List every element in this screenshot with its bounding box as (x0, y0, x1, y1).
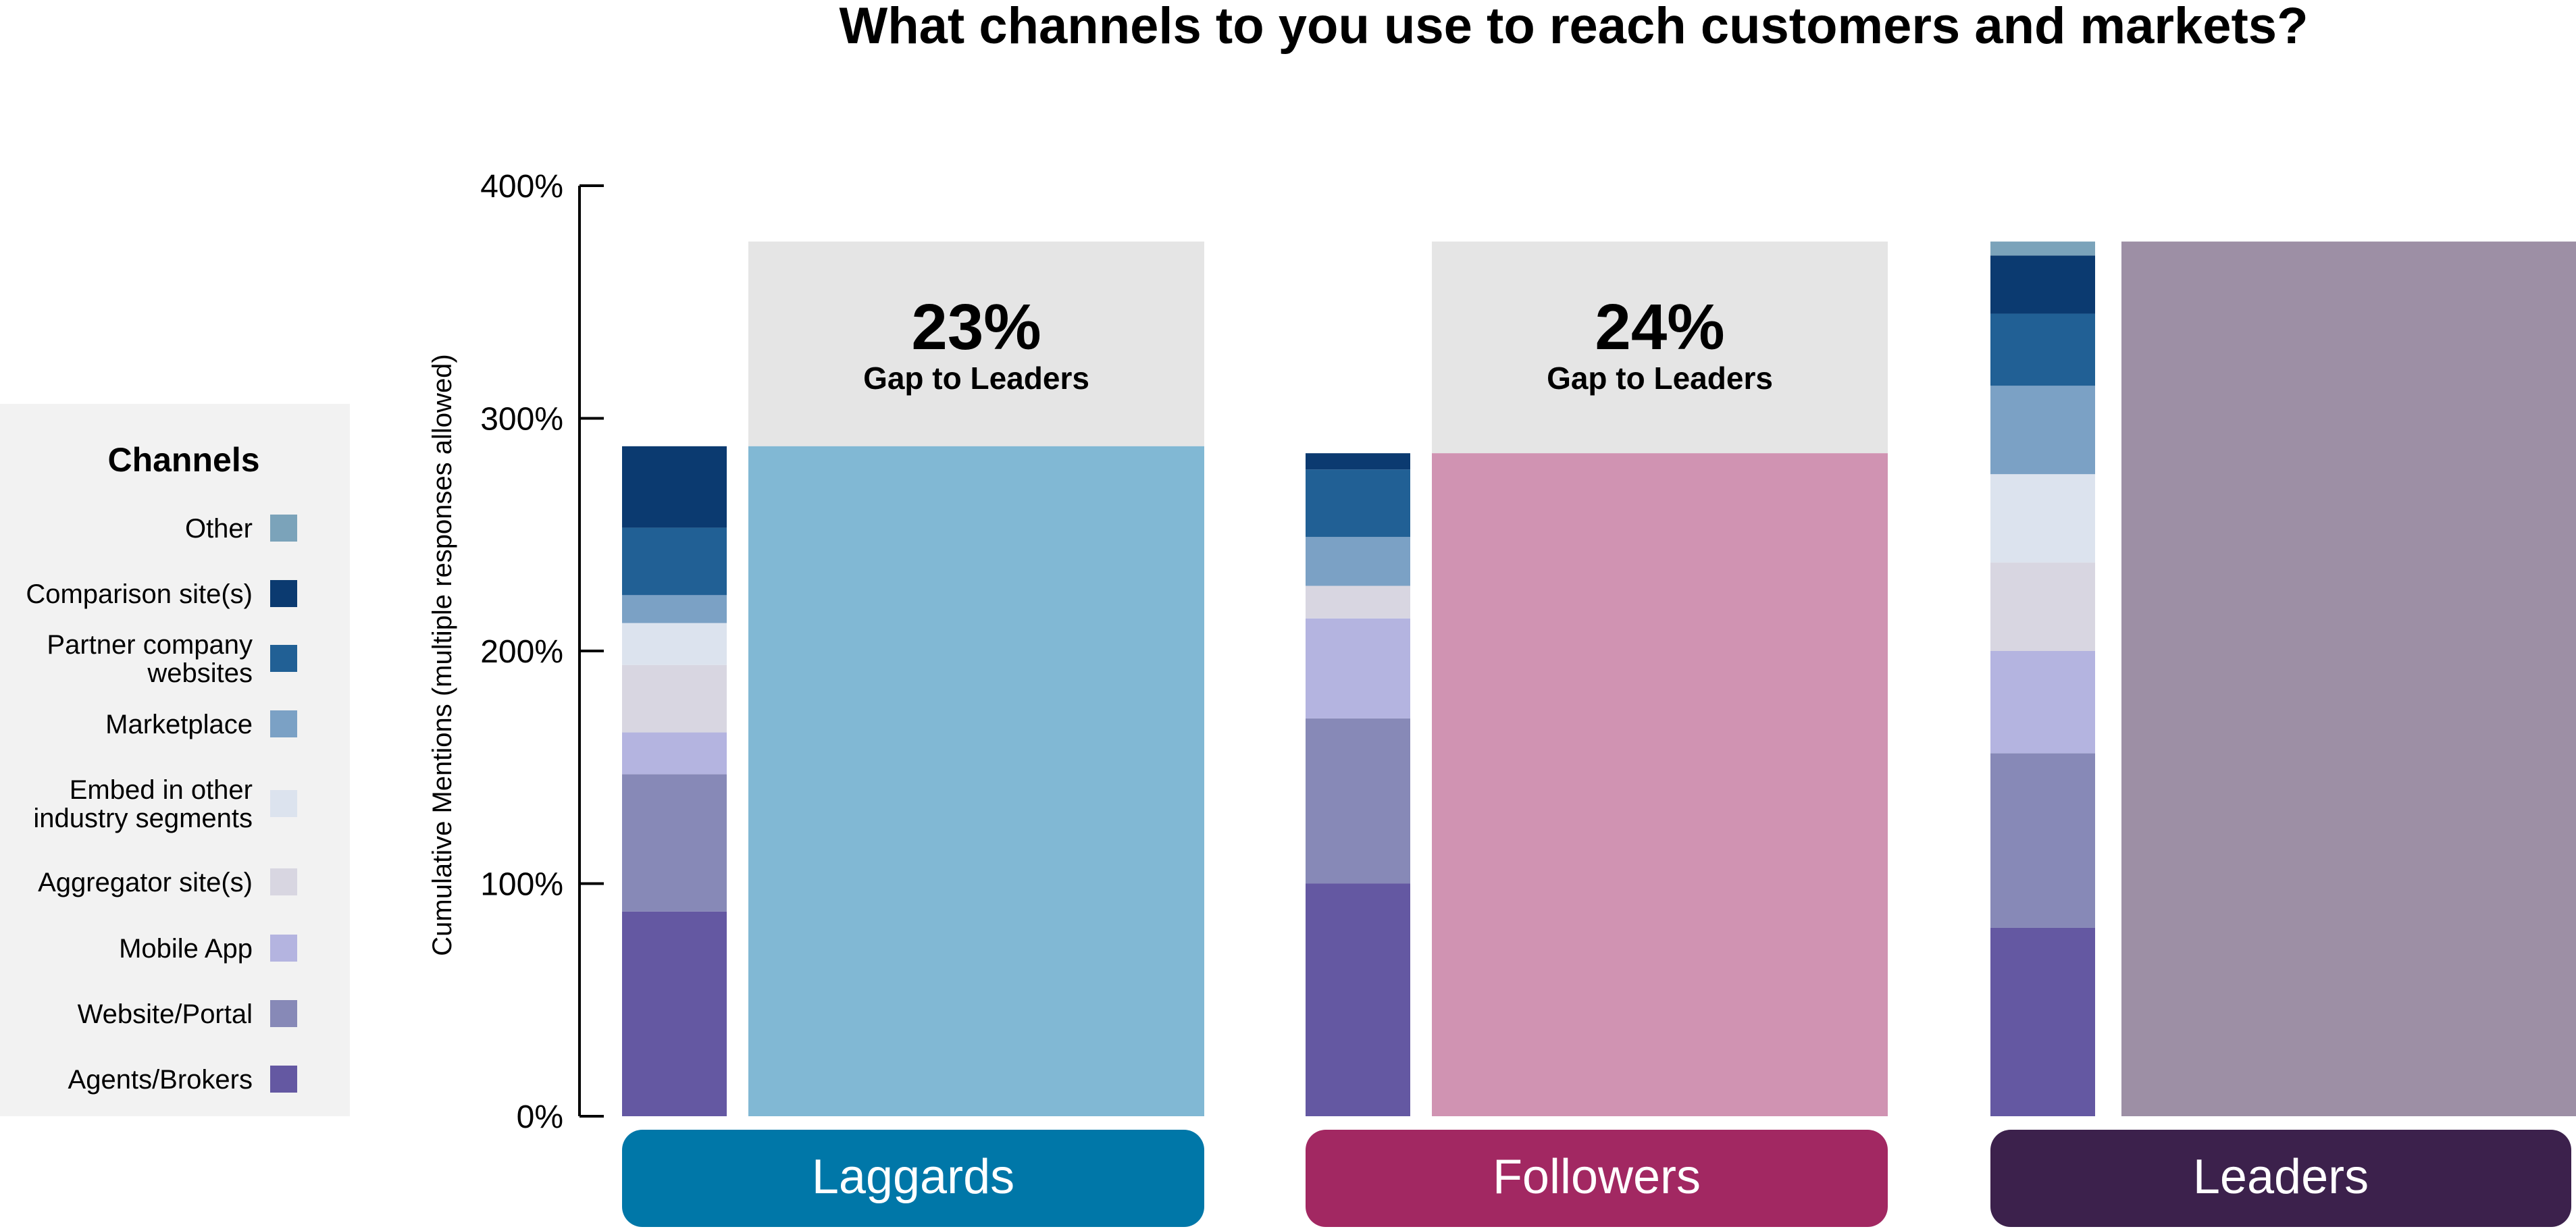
group-label: Leaders (2193, 1150, 2369, 1204)
legend-label: Agents/Brokers (68, 1065, 253, 1095)
stack-segment-website (1306, 718, 1410, 884)
legend-swatch (270, 515, 297, 542)
stack-segment-mobile (622, 732, 727, 775)
legend-label: Website/Portal (78, 999, 253, 1029)
group-label-pill (1990, 1130, 2571, 1227)
legend-item-marketplace: Marketplace (105, 710, 297, 739)
legend-swatch (270, 935, 297, 962)
total-bar (2121, 241, 2576, 1117)
legend-item-agents: Agents/Brokers (68, 1065, 297, 1095)
stack-segment-agents (1306, 883, 1410, 1116)
stack-segment-marketplace (1990, 386, 2095, 475)
legend-swatch (270, 868, 297, 895)
y-axis-label: Cumulative Mentions (multiple responses … (428, 354, 457, 956)
stack-segment-aggregator (1990, 563, 2095, 651)
group-label: Laggards (812, 1150, 1014, 1204)
legend-label: Comparison site(s) (26, 579, 253, 609)
legend-label: Partner company (47, 630, 253, 660)
legend-label: Mobile App (119, 934, 253, 964)
stack-segment-partner (1306, 469, 1410, 538)
y-tick-label: 100% (480, 867, 563, 903)
legend-item-comparison: Comparison site(s) (26, 579, 297, 609)
legend-label: Marketplace (105, 710, 253, 739)
stack-segment-aggregator (1306, 585, 1410, 619)
legend-swatch (270, 790, 297, 817)
stack-segment-embed (1990, 474, 2095, 563)
legend-label: Embed in other (70, 775, 253, 805)
total-bar (1432, 453, 1888, 1116)
legend-label: industry segments (33, 804, 253, 833)
stack-segment-marketplace (1306, 537, 1410, 586)
group-leaders: Leaders (1990, 241, 2576, 1227)
gap-label: Gap to Leaders (1547, 361, 1773, 396)
gap-value: 24% (1595, 291, 1724, 363)
group-laggards: 23%Gap to Leaders Laggards (622, 241, 1204, 1227)
stack-segment-comparison (1306, 453, 1410, 470)
y-tick-label: 0% (517, 1099, 563, 1135)
stack-segment-marketplace (622, 595, 727, 623)
y-tick-label: 200% (480, 634, 563, 670)
legend-title: Channels (107, 441, 259, 479)
legend-label: Aggregator site(s) (38, 868, 253, 897)
legend-swatch (270, 645, 297, 672)
total-bar (748, 446, 1204, 1116)
legend-label: Other (185, 514, 253, 544)
stack-segment-website (622, 774, 727, 912)
chart-title: What channels to you use to reach custom… (839, 0, 2308, 55)
stack-segment-partner (622, 527, 727, 596)
y-tick-label: 400% (480, 169, 563, 205)
gap-label: Gap to Leaders (863, 361, 1089, 396)
gap-background (1432, 241, 1888, 454)
stack-segment-comparison (622, 446, 727, 528)
legend-item-mobile: Mobile App (119, 934, 297, 964)
stack-segment-agents (1990, 927, 2095, 1116)
group-label-pill (622, 1130, 1204, 1227)
stack-segment-mobile (1990, 651, 2095, 754)
stack-segment-partner (1990, 313, 2095, 386)
legend-swatch (270, 1000, 297, 1027)
stack-segment-other (1990, 241, 2095, 256)
group-label-pill (1306, 1130, 1888, 1227)
legend-item-website: Website/Portal (78, 999, 297, 1029)
legend-label: websites (147, 658, 253, 688)
legend-swatch (270, 580, 297, 607)
legend-swatch (270, 1066, 297, 1093)
legend: Channels Other Comparison site(s) Partner … (0, 404, 350, 1116)
gap-background (748, 241, 1204, 446)
stack-segment-mobile (1306, 618, 1410, 718)
stack-segment-comparison (1990, 255, 2095, 314)
group-label: Followers (1493, 1150, 1701, 1204)
stack-segment-aggregator (622, 664, 727, 733)
y-tick-label: 300% (480, 402, 563, 438)
legend-swatch (270, 710, 297, 737)
group-followers: 24%Gap to Leaders Followers (1306, 241, 1888, 1227)
stack-segment-agents (622, 911, 727, 1116)
stack-segment-website (1990, 753, 2095, 928)
stack-segment-embed (622, 623, 727, 665)
gap-value: 23% (911, 291, 1041, 363)
y-axis: 0% 100% 200% 300% 400% (480, 169, 604, 1135)
legend-item-other: Other (185, 514, 297, 544)
legend-item-aggregator: Aggregator site(s) (38, 868, 297, 897)
